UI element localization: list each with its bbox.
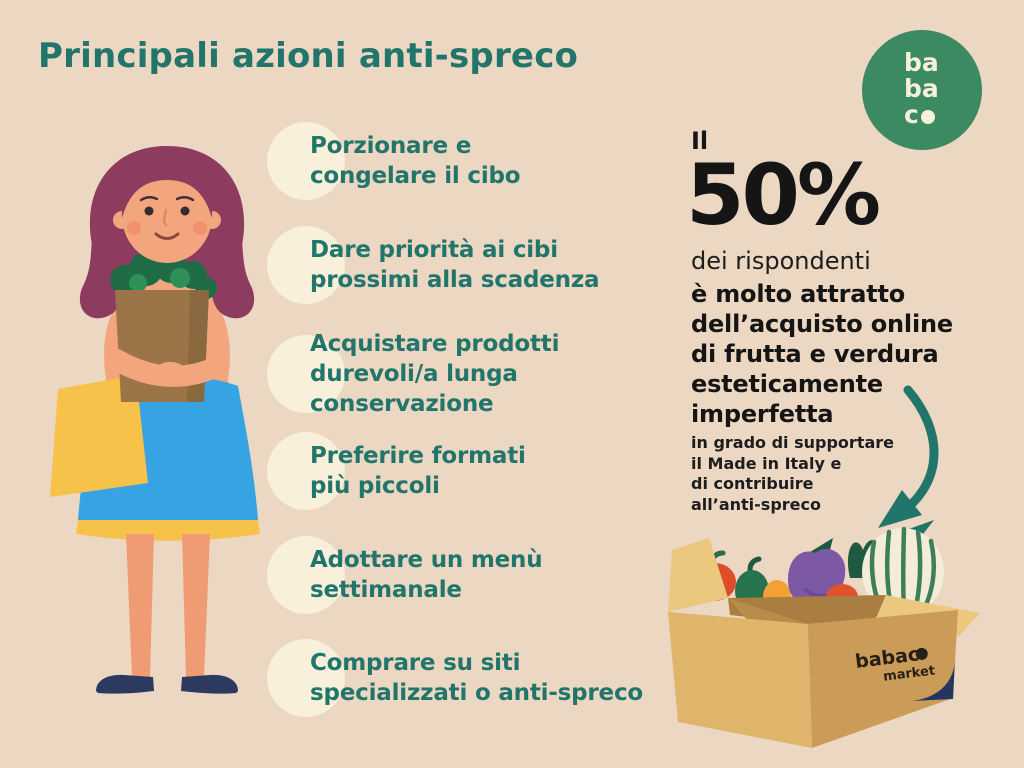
bullet-circle [267, 432, 345, 510]
action-item-3: Acquistare prodotti durevoli/a lunga con… [267, 329, 559, 419]
logo-dot-icon [920, 110, 935, 124]
stat-intro: Il [691, 127, 709, 155]
vegetable-box-illustration: babac market [668, 520, 980, 748]
bullet-circle [267, 226, 345, 304]
logo-line-2: ba [904, 74, 939, 103]
stat-note: in grado di supportare il Made in Italy … [691, 433, 894, 514]
action-item-4: Preferire formati più piccoli [267, 432, 526, 510]
bullet-circle [267, 536, 345, 614]
box-label-dot-icon [915, 647, 928, 660]
box-label-sub: market [882, 663, 936, 684]
action-item-6: Comprare su siti specializzati o anti-sp… [267, 639, 643, 717]
stat-subject: dei rispondenti [691, 247, 871, 275]
page-title: Principali azioni anti-spreco [38, 36, 579, 76]
curved-arrow-down-icon [878, 385, 939, 528]
action-label-3: Acquistare prodotti durevoli/a lunga con… [310, 331, 560, 417]
stat-value: 50% [686, 146, 881, 244]
action-label-5: Adottare un menù settimanale [310, 547, 543, 603]
action-label-2: Dare priorità ai cibi prossimi alla scad… [310, 237, 600, 293]
bullet-circle [267, 335, 345, 413]
woman-illustration [50, 146, 260, 694]
babaco-logo: ba ba c [862, 30, 982, 150]
bullet-circle [267, 639, 345, 717]
action-label-4: Preferire formati più piccoli [310, 443, 526, 499]
logo-line-1: ba [904, 48, 939, 77]
action-item-5: Adottare un menù settimanale [267, 536, 543, 614]
action-label-1: Porzionare e congelare il cibo [310, 133, 521, 189]
action-label-6: Comprare su siti specializzati o anti-sp… [310, 650, 643, 706]
action-item-2: Dare priorità ai cibi prossimi alla scad… [267, 226, 600, 304]
bullet-circle [267, 122, 345, 200]
stat-description: è molto attratto dell’acquisto online di… [691, 280, 953, 428]
logo-line-3: c [904, 100, 919, 129]
action-item-1: Porzionare e congelare il cibo [267, 122, 521, 200]
